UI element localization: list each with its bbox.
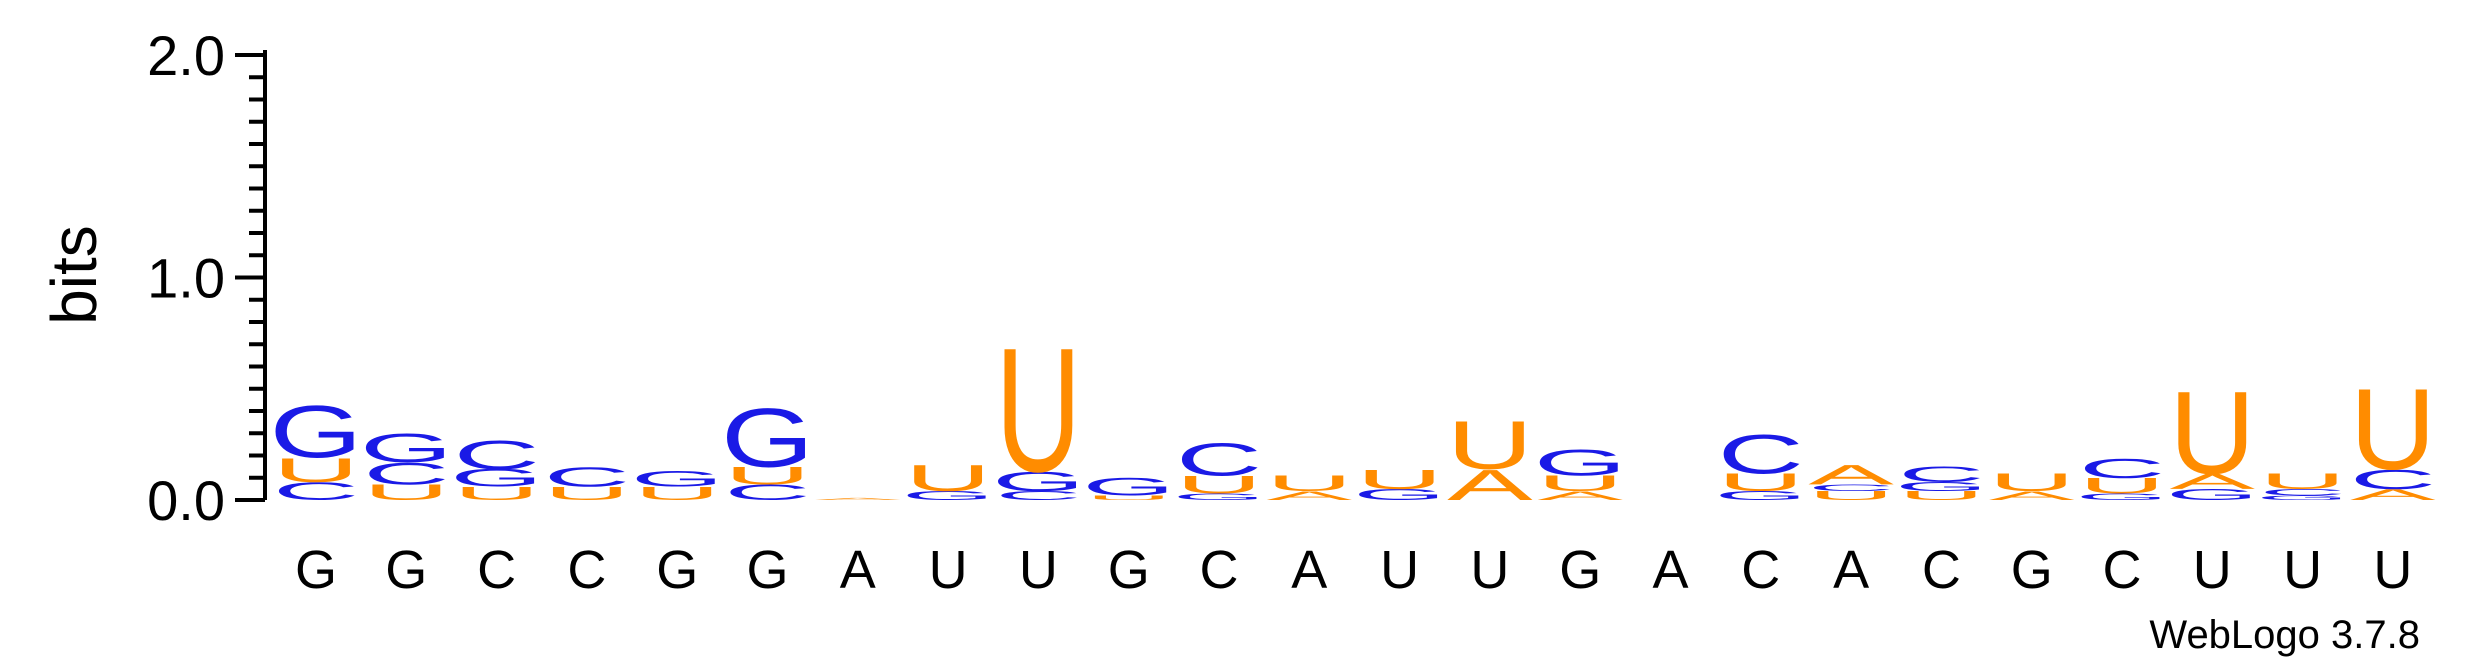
logo-letter-A: A — [2350, 486, 2436, 503]
logo-letter-G: G — [902, 489, 995, 503]
position-label: G — [746, 540, 788, 600]
position-label: G — [656, 540, 698, 600]
logo-letter-C: C — [2350, 464, 2436, 495]
logo-letter-G: G — [1353, 486, 1446, 503]
logo-letter-U: U — [1176, 471, 1262, 499]
logo-letter-C: C — [544, 461, 630, 492]
weblogo-credit: WebLogo 3.7.8 — [2149, 613, 2420, 657]
logo-letter-U: U — [634, 483, 720, 504]
position-label: U — [1019, 540, 1058, 600]
logo-letter-U: U — [1898, 489, 1984, 503]
logo-letter-A: A — [2169, 469, 2255, 493]
logo-letter-C: C — [995, 489, 1081, 503]
position-label: C — [2103, 540, 2142, 600]
logo-letter-U: U — [1266, 472, 1352, 496]
logo-letter-C: C — [2079, 453, 2165, 484]
logo-letter-U: U — [544, 483, 630, 504]
logo-letter-G: G — [1173, 492, 1266, 502]
logo-letter-G: G — [2076, 492, 2169, 502]
logo-letter-C: C — [1898, 463, 1984, 487]
y-tick-label: 1.0 — [147, 247, 225, 310]
position-label: C — [1200, 540, 1239, 600]
logo-letter-A: A — [1447, 461, 1533, 510]
logo-letter-G: G — [1534, 442, 1627, 484]
position-label: C — [567, 540, 606, 600]
position-label: G — [1559, 540, 1601, 600]
logo-letter-C: C — [724, 480, 810, 504]
position-label: U — [1470, 540, 1509, 600]
logo-letter-G: G — [1082, 473, 1175, 501]
logo-letter-C: C — [453, 432, 539, 477]
y-axis-label: bits — [38, 225, 110, 325]
position-label: A — [840, 540, 876, 600]
position-label: U — [929, 540, 968, 600]
logo-letter-G: G — [270, 391, 363, 474]
logo-letter-C: C — [1718, 423, 1804, 485]
logo-letter-A: A — [1537, 489, 1623, 503]
logo-letter-G: G — [2166, 486, 2259, 503]
logo-letter-C: C — [1808, 483, 1894, 493]
logo-letter-U: U — [273, 451, 359, 490]
position-label: A — [1291, 540, 1327, 600]
position-label: C — [477, 540, 516, 600]
logo-letter-C: C — [2259, 487, 2345, 497]
logo-letter-U: U — [363, 480, 449, 504]
y-tick-label: 2.0 — [147, 24, 225, 87]
logo-letter-A: A — [815, 497, 901, 500]
position-label: C — [1922, 540, 1961, 600]
logo-letter-U: U — [2079, 474, 2165, 498]
logo-letter-G: G — [1714, 489, 1807, 503]
logo-letter-A: A — [1808, 459, 1894, 490]
logo-letter-U: U — [995, 312, 1081, 510]
y-axis-ticks: 0.0 1.0 2.0 — [147, 24, 265, 532]
logo-letter-U: U — [2169, 367, 2255, 499]
logo-letter-U: U — [724, 462, 810, 490]
logo-letter-G: G — [450, 464, 543, 492]
logo-letter-G: G — [721, 391, 814, 484]
position-label: U — [2373, 540, 2412, 600]
logo-letter-G: G — [631, 467, 724, 491]
logo-letter-U: U — [2350, 365, 2436, 493]
logo-letter-G: G — [1895, 480, 1988, 494]
position-label: U — [1380, 540, 1419, 600]
position-label: U — [2283, 540, 2322, 600]
position-label: A — [1833, 540, 1869, 600]
logo-letter-U: U — [1447, 407, 1533, 484]
logo-letter-G: G — [360, 425, 453, 470]
logo-letter-C: C — [273, 478, 359, 506]
logo-letter-U: U — [905, 457, 991, 499]
logo-letter-U: U — [1086, 494, 1172, 501]
position-label: G — [295, 540, 337, 600]
logo-letter-A: A — [1989, 489, 2075, 503]
logo-letter-U: U — [1989, 469, 2075, 497]
logo-letter-U: U — [1356, 464, 1442, 495]
logo-letter-U: U — [1537, 472, 1623, 496]
position-label: A — [1652, 540, 1688, 600]
logo-letter-G: G — [2256, 494, 2349, 501]
y-tick-label: 0.0 — [147, 469, 225, 532]
logo-letter-U: U — [453, 483, 539, 504]
logo-letter-A: A — [1266, 489, 1352, 503]
position-label: G — [385, 540, 427, 600]
logo-letter-C: C — [363, 457, 449, 492]
logo-letter-G: G — [992, 466, 1085, 497]
logo-letter-U: U — [2259, 469, 2345, 493]
logo-letter-U: U — [1718, 469, 1804, 497]
position-label: U — [2193, 540, 2232, 600]
position-label: G — [2011, 540, 2053, 600]
position-label: C — [1741, 540, 1780, 600]
logo-letter-C: C — [1176, 434, 1262, 486]
logo-letter-U: U — [1808, 489, 1894, 503]
position-label: G — [1108, 540, 1150, 600]
